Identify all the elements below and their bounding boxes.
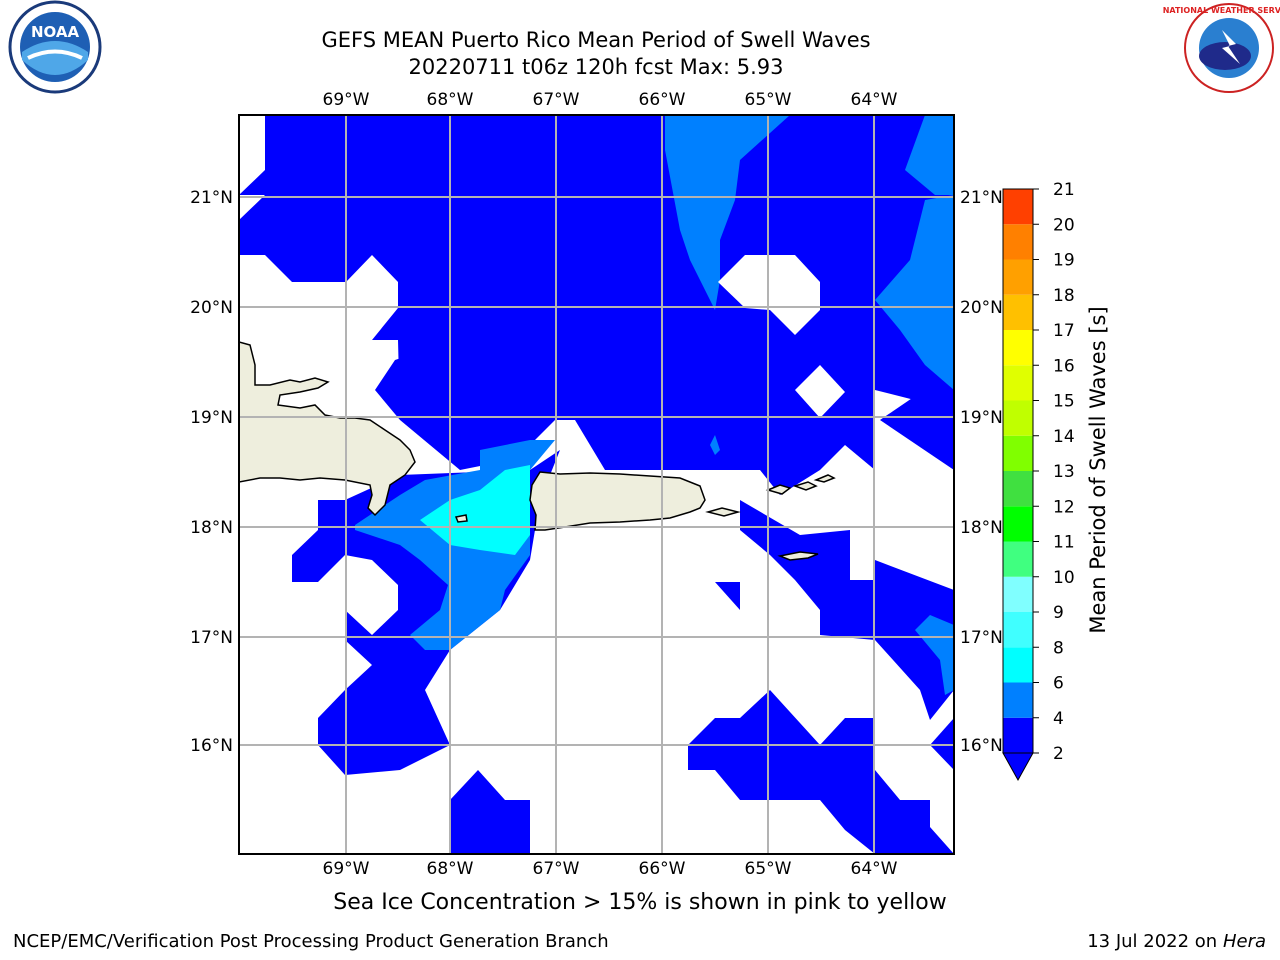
- colorbar-level-label: 11: [1053, 533, 1075, 553]
- colorbar-level-label: 19: [1053, 251, 1075, 271]
- lon-tick-label: 69°W: [323, 859, 370, 879]
- lon-tick-label: 67°W: [533, 90, 580, 110]
- colorbar-level-label: 6: [1053, 674, 1064, 694]
- lat-tick-label-right: 17°N: [960, 628, 1003, 648]
- lon-tick-label: 67°W: [533, 859, 580, 879]
- lat-tick-label-left: 17°N: [190, 628, 233, 648]
- colorbar-swatch: [1003, 330, 1033, 365]
- footer-date: 13 Jul 2022 on Hera: [1087, 931, 1266, 952]
- colorbar-swatch: [1003, 683, 1033, 718]
- lat-tick-label-right: 19°N: [960, 408, 1003, 428]
- noaa-logo: NOAA: [10, 2, 100, 92]
- lon-tick-label: 65°W: [745, 90, 792, 110]
- lat-tick-label-right: 20°N: [960, 298, 1003, 318]
- colorbar-title: Mean Period of Swell Waves [s]: [1086, 306, 1110, 633]
- colorbar-level-label: 10: [1053, 568, 1075, 588]
- colorbar-level-label: 18: [1053, 286, 1075, 306]
- lat-tick-label-left: 20°N: [190, 298, 233, 318]
- lat-tick-label-left: 18°N: [190, 518, 233, 538]
- colorbar-level-label: 16: [1053, 356, 1075, 376]
- footer-credit: NCEP/EMC/Verification Post Processing Pr…: [13, 931, 609, 952]
- colorbar-swatch: [1003, 471, 1033, 506]
- colorbar-level-label: 17: [1053, 321, 1075, 341]
- colorbar-swatch: [1003, 189, 1033, 224]
- colorbar-level-label: 14: [1053, 427, 1075, 447]
- nws-logo-text: NATIONAL WEATHER SERVICE: [1163, 6, 1280, 15]
- colorbar-swatch: [1003, 647, 1033, 682]
- lat-tick-label-right: 18°N: [960, 518, 1003, 538]
- lon-tick-label: 65°W: [745, 859, 792, 879]
- colorbar-extend-arrow: [1003, 753, 1033, 780]
- noaa-logo-text: NOAA: [31, 23, 80, 41]
- colorbar-swatch: [1003, 224, 1033, 259]
- mona-island: [456, 515, 467, 522]
- colorbar-swatch: [1003, 260, 1033, 295]
- colorbar-level-label: 13: [1053, 462, 1075, 482]
- colorbar-level-label: 9: [1053, 603, 1064, 623]
- lon-tick-label: 69°W: [323, 90, 370, 110]
- colorbar-level-label: 20: [1053, 215, 1075, 235]
- colorbar: 2 4 6 8 9 10 11 12 13 14 15 16 17 18 19 20 21: [1003, 180, 1075, 780]
- lat-tick-label-left: 21°N: [190, 188, 233, 208]
- colorbar-level-label: 15: [1053, 392, 1075, 412]
- colorbar-swatch: [1003, 542, 1033, 577]
- footer-date-text: 13 Jul 2022 on: [1087, 931, 1223, 952]
- colorbar-swatch: [1003, 506, 1033, 541]
- map-area: [239, 115, 954, 854]
- lat-tick-label-left: 16°N: [190, 736, 233, 756]
- lat-tick-label-right: 16°N: [960, 736, 1003, 756]
- colorbar-swatch: [1003, 365, 1033, 400]
- caption: Sea Ice Concentration > 15% is shown in …: [0, 890, 1280, 915]
- lon-tick-label: 64°W: [851, 90, 898, 110]
- colorbar-swatch: [1003, 612, 1033, 647]
- colorbar-swatch: [1003, 401, 1033, 436]
- colorbar-level-label: 2: [1053, 744, 1064, 764]
- lat-tick-label-left: 19°N: [190, 408, 233, 428]
- colorbar-level-label: 8: [1053, 638, 1064, 658]
- lon-tick-label: 66°W: [639, 859, 686, 879]
- nws-logo: NATIONAL WEATHER SERVICE: [1163, 4, 1280, 92]
- colorbar-swatch: [1003, 436, 1033, 471]
- colorbar-level-label: 4: [1053, 709, 1064, 729]
- colorbar-swatch: [1003, 577, 1033, 612]
- lon-tick-label: 68°W: [427, 859, 474, 879]
- lon-tick-label: 64°W: [851, 859, 898, 879]
- colorbar-swatch: [1003, 295, 1033, 330]
- lat-tick-label-right: 21°N: [960, 188, 1003, 208]
- lon-tick-label: 68°W: [427, 90, 474, 110]
- footer-host: Hera: [1223, 931, 1266, 952]
- colorbar-level-label: 12: [1053, 497, 1075, 517]
- colorbar-swatch: [1003, 718, 1033, 753]
- colorbar-level-label: 21: [1053, 180, 1075, 200]
- lon-tick-label: 66°W: [639, 90, 686, 110]
